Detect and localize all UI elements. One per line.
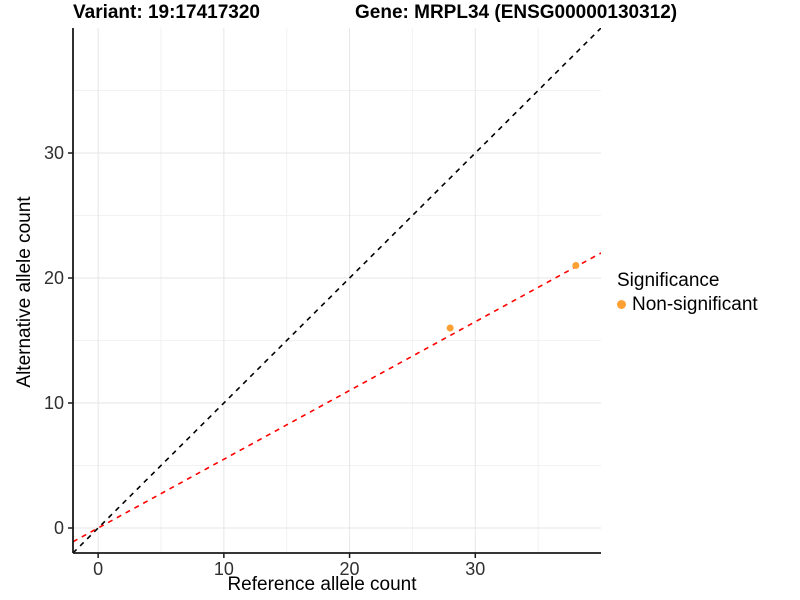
data-point — [446, 324, 454, 332]
x-axis-tick-label: 20 — [340, 559, 360, 579]
y-axis-tick-label: 20 — [44, 268, 64, 288]
variant-title: Variant: 19:17417320 — [73, 2, 260, 23]
legend-item-label: Non-significant — [632, 293, 758, 315]
y-axis-title: Alternative allele count — [14, 196, 35, 388]
x-axis-tick-label: 30 — [465, 559, 485, 579]
y-axis-tick-label: 10 — [44, 393, 64, 413]
identity-line — [73, 28, 601, 553]
fit-line — [73, 252, 601, 543]
x-axis-tick-label: 10 — [214, 559, 234, 579]
point-marker-icon — [617, 300, 626, 310]
legend-title: Significance — [617, 270, 720, 291]
data-point — [572, 262, 580, 269]
gene-title: Gene: MRPL34 (ENSG00000130312) — [355, 2, 678, 23]
y-axis-tick-label: 30 — [44, 143, 64, 163]
y-axis-tick-label: 0 — [54, 518, 64, 538]
legend: Significance Non-significant — [617, 270, 758, 316]
x-axis-title: Reference allele count — [227, 574, 417, 595]
x-axis-tick-label: 0 — [93, 559, 103, 579]
legend-item-non-significant: Non-significant — [617, 294, 758, 316]
